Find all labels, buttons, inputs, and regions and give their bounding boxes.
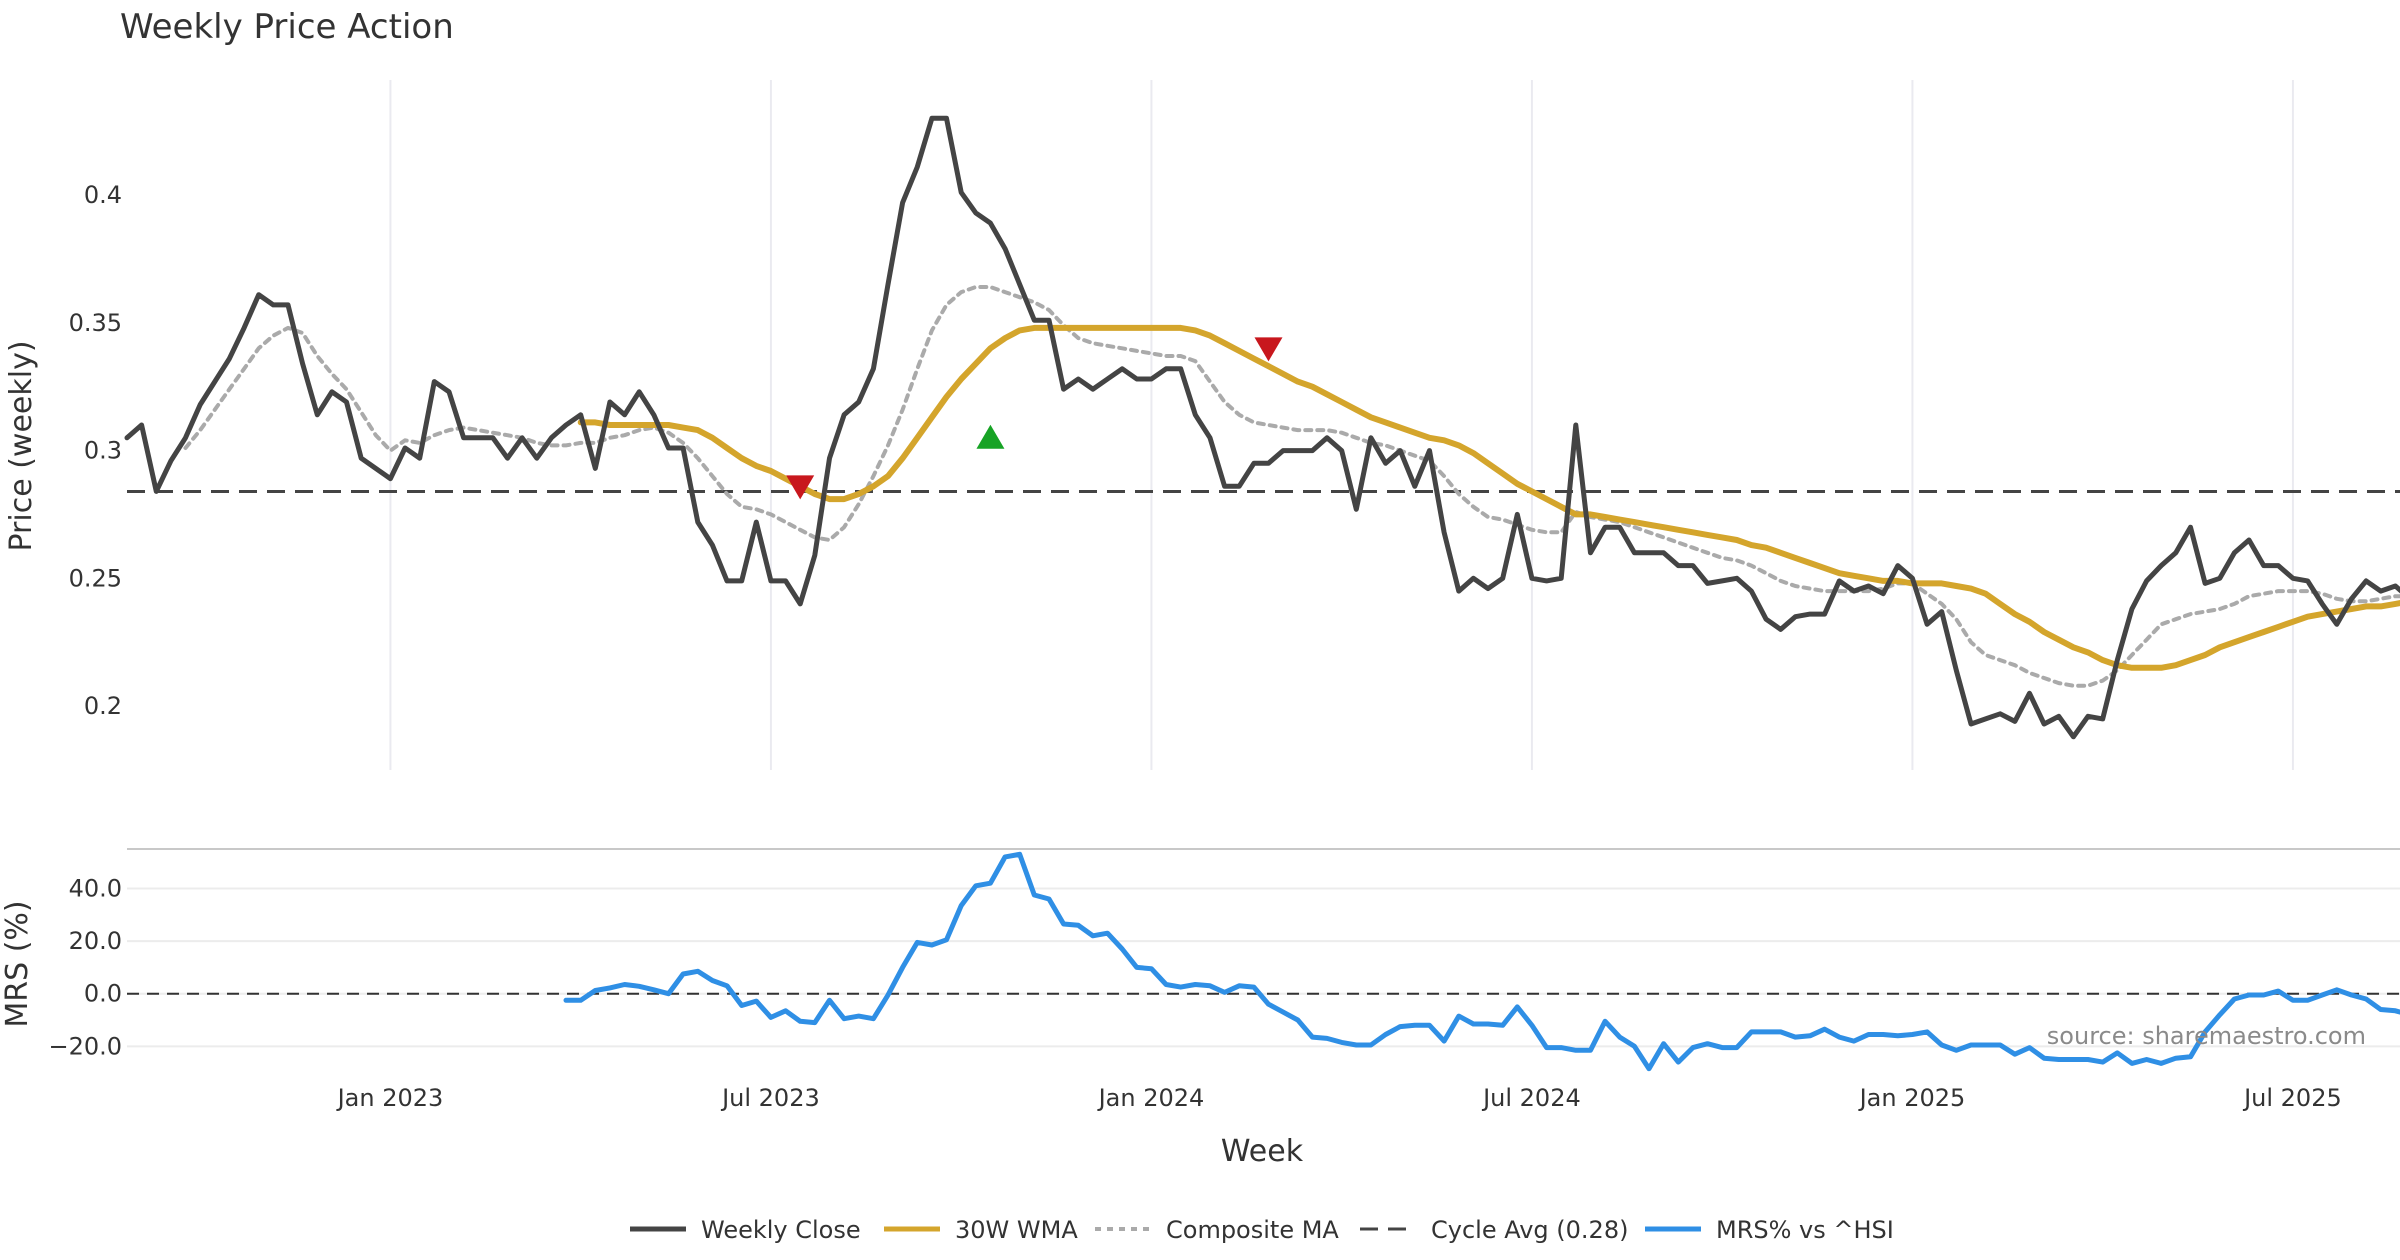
legend-label: 30W WMA bbox=[955, 1216, 1078, 1244]
mrs-gridlines bbox=[127, 887, 2400, 1048]
mrs-y-axis-label: MRS (%) bbox=[0, 900, 35, 1027]
price-y-ticks: 0.2 0.25 0.3 0.35 0.4 bbox=[69, 181, 122, 720]
legend-label: MRS% vs ^HSI bbox=[1716, 1216, 1894, 1244]
x-ticks: Jan 2023 Jul 2023 Jan 2024 Jul 2024 Jan 2025… bbox=[336, 1084, 2342, 1112]
price-series-group bbox=[124, 115, 2400, 740]
mrs-line bbox=[563, 851, 2400, 1072]
x-tick-label: Jul 2024 bbox=[1481, 1084, 1581, 1112]
legend: Weekly Close 30W WMA Composite MA Cycle Avg… bbox=[630, 1216, 1894, 1244]
composite-ma-line bbox=[183, 285, 2400, 688]
legend-label: Weekly Close bbox=[701, 1216, 861, 1244]
x-tick-label: Jul 2023 bbox=[720, 1084, 820, 1112]
source-note: source: sharemaestro.com bbox=[2047, 1022, 2366, 1050]
legend-label: Cycle Avg (0.28) bbox=[1431, 1216, 1628, 1244]
mrs-y-tick-label: −20.0 bbox=[48, 1032, 122, 1060]
price-gridlines bbox=[389, 80, 2294, 770]
mrs-y-ticks: 40.0 20.0 0.0 −20.0 bbox=[48, 874, 122, 1060]
mrs-series-group bbox=[563, 851, 2400, 1072]
x-tick-label: Jan 2025 bbox=[1858, 1084, 1966, 1112]
buy-signal-marker bbox=[976, 424, 1005, 449]
sell-signal-marker bbox=[1254, 337, 1283, 362]
sell-signal-marker bbox=[786, 475, 815, 500]
x-axis-label: Week bbox=[1221, 1134, 1304, 1169]
legend-label: Composite MA bbox=[1166, 1216, 1339, 1244]
price-y-tick-label: 0.2 bbox=[84, 692, 122, 720]
x-tick-label: Jan 2024 bbox=[1097, 1084, 1205, 1112]
signal-markers bbox=[786, 337, 1283, 500]
wma-30w-line bbox=[577, 324, 2400, 671]
x-tick-label: Jul 2025 bbox=[2242, 1084, 2342, 1112]
mrs-y-tick-label: 0.0 bbox=[84, 980, 122, 1008]
price-y-tick-label: 0.25 bbox=[69, 564, 122, 592]
mrs-y-tick-label: 20.0 bbox=[69, 927, 122, 955]
weekly-close-line bbox=[124, 115, 2400, 740]
price-y-tick-label: 0.35 bbox=[69, 309, 122, 337]
mrs-y-tick-label: 40.0 bbox=[69, 874, 122, 902]
price-y-tick-label: 0.4 bbox=[84, 181, 122, 209]
price-y-tick-label: 0.3 bbox=[84, 437, 122, 465]
price-y-axis-label: Price (weekly) bbox=[4, 340, 39, 551]
x-tick-label: Jan 2023 bbox=[336, 1084, 444, 1112]
chart-title: Weekly Price Action bbox=[120, 7, 454, 47]
